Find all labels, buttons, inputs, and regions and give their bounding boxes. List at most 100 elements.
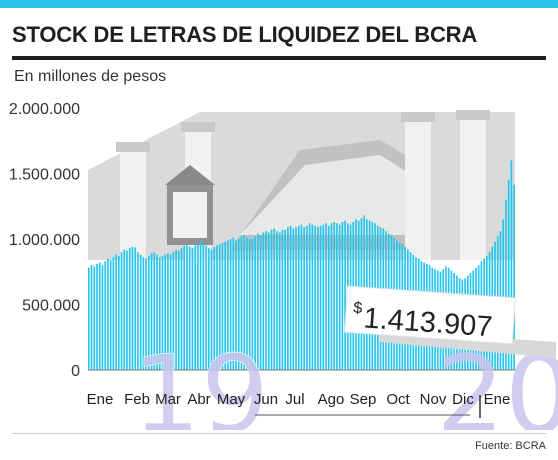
source-note: Fuente: BCRA <box>475 440 546 452</box>
data-bar <box>137 252 139 370</box>
data-bar <box>134 247 137 370</box>
building-photo-illustration <box>88 110 515 260</box>
data-bar <box>303 227 306 370</box>
data-bar <box>161 256 164 370</box>
data-bar <box>202 244 205 370</box>
data-bar <box>147 256 150 370</box>
data-bar <box>287 227 289 370</box>
data-bar <box>325 223 327 370</box>
data-bar <box>510 160 513 370</box>
data-bar <box>257 233 259 370</box>
data-bar <box>139 254 142 370</box>
x-tick-label: Mar <box>155 391 181 408</box>
data-bar <box>112 257 115 370</box>
data-bar <box>115 254 117 370</box>
data-bar <box>270 229 273 370</box>
data-bar <box>276 231 278 370</box>
data-bar <box>505 199 507 370</box>
x-tick-label: Jul <box>285 391 304 408</box>
data-bar <box>292 228 295 370</box>
x-tick-label: May <box>217 391 246 408</box>
year-label-2019: 19 <box>132 333 269 430</box>
x-tick-label: Oct <box>386 391 410 408</box>
data-bar <box>101 265 104 370</box>
data-bar <box>120 252 123 370</box>
data-bar <box>177 250 180 370</box>
data-bar <box>194 245 197 370</box>
data-bar <box>248 239 251 370</box>
data-bar <box>336 223 338 370</box>
data-bar <box>142 257 145 370</box>
data-bar <box>150 253 153 370</box>
data-bar <box>93 266 96 370</box>
data-bar <box>227 240 229 370</box>
data-bar <box>183 245 186 370</box>
data-bar <box>156 254 158 370</box>
data-bar <box>273 228 276 370</box>
data-bar <box>229 239 232 370</box>
data-bar <box>267 232 270 370</box>
data-bar <box>265 231 267 370</box>
data-bar <box>306 225 308 370</box>
data-bar <box>98 262 101 370</box>
data-bar <box>210 249 213 370</box>
y-tick-label: 500.000 <box>22 298 80 315</box>
data-bar <box>341 221 344 370</box>
data-bar <box>158 257 161 370</box>
title-underline <box>12 56 546 60</box>
y-tick-label: 0 <box>71 363 80 380</box>
data-bar <box>284 229 286 370</box>
accent-top-bar <box>0 0 558 8</box>
data-bar <box>153 252 156 370</box>
data-bar <box>128 248 131 370</box>
data-bar <box>96 263 98 370</box>
data-bar <box>281 229 284 370</box>
data-bar <box>164 254 167 370</box>
data-bar <box>145 258 147 370</box>
data-bar <box>88 267 90 370</box>
data-bar <box>104 261 107 370</box>
data-bar <box>235 240 237 370</box>
data-bar <box>199 241 202 370</box>
data-bar <box>300 224 303 370</box>
data-bar <box>197 242 199 370</box>
x-tick-label: Abr <box>187 391 210 408</box>
data-bar <box>186 244 188 370</box>
data-bar <box>90 265 93 370</box>
x-tick-label: Ene <box>484 391 511 408</box>
data-bar <box>169 254 172 370</box>
data-bar <box>507 180 510 370</box>
data-bar <box>188 246 191 370</box>
data-bar <box>117 256 120 370</box>
data-bar <box>207 248 210 370</box>
data-bar <box>216 245 218 370</box>
data-bar <box>308 223 311 370</box>
data-bar <box>316 227 319 370</box>
data-bar <box>243 235 246 370</box>
data-bar <box>107 258 109 370</box>
chart-title: STOCK DE LETRAS DE LIQUIDEZ DEL BCRA <box>12 22 478 47</box>
x-tick-label: Sep <box>350 391 377 408</box>
data-bar <box>254 236 256 370</box>
y-axis-unit-label: En millones de pesos <box>14 68 167 85</box>
footer-rule <box>12 433 546 434</box>
data-bar <box>172 252 175 370</box>
data-bar <box>224 241 226 370</box>
data-bar <box>205 245 207 370</box>
data-bar <box>513 184 515 370</box>
x-tick-label: Ago <box>318 391 345 408</box>
data-bar <box>126 250 128 370</box>
data-bar <box>289 225 292 370</box>
data-bar <box>327 225 330 370</box>
data-bar <box>297 225 300 370</box>
data-bar <box>322 224 325 370</box>
data-bar <box>237 239 240 370</box>
data-bar <box>259 235 262 370</box>
data-bar <box>278 232 281 370</box>
data-bar <box>295 227 297 370</box>
data-bar <box>218 244 221 370</box>
data-bar <box>251 239 254 370</box>
callout-box <box>344 285 516 345</box>
data-bar <box>344 220 346 370</box>
